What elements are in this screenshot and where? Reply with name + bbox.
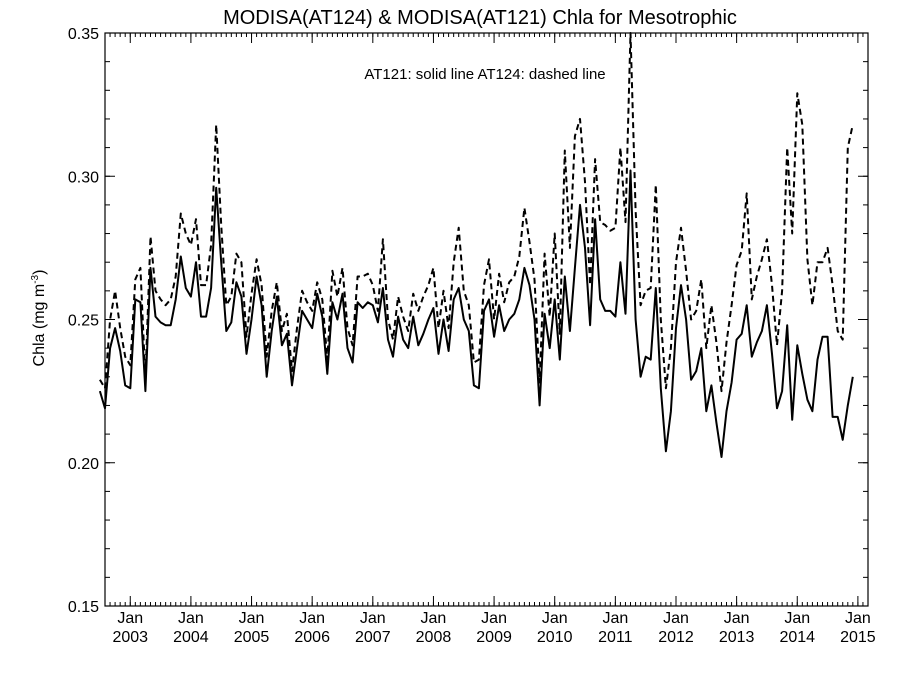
x-tick-month-label: Jan — [299, 610, 325, 627]
series-line-at121 — [98, 169, 854, 458]
x-tick-year-label: 2003 — [112, 629, 148, 646]
x-tick-month-label: Jan — [784, 610, 810, 627]
series-layer — [98, 32, 854, 458]
y-axis-label-sup: -3 — [30, 274, 41, 283]
x-tick-year-label: 2015 — [840, 629, 876, 646]
y-tick-label: 0.20 — [68, 456, 99, 473]
x-tick-month-label: Jan — [663, 610, 689, 627]
x-tick-month-label: Jan — [542, 610, 568, 627]
series-line-at124 — [99, 32, 854, 393]
y-axis-label-close: ) — [31, 270, 48, 275]
x-tick-year-label: 2009 — [476, 629, 512, 646]
x-tick-month-label: Jan — [724, 610, 750, 627]
chart-title: MODISA(AT124) & MODISA(AT121) Chla for M… — [223, 7, 737, 29]
y-axis-label-main: Chla (mg m — [31, 284, 48, 367]
x-tick-year-label: 2008 — [416, 629, 452, 646]
x-tick-year-label: 2005 — [234, 629, 270, 646]
y-tick-label: 0.35 — [68, 26, 99, 43]
x-tick-year-label: 2012 — [658, 629, 694, 646]
x-tick-month-label: Jan — [178, 610, 204, 627]
axes: 0.15 0.20 0.25 0.30 0.35 Jan 2003 Jan 2004 Jan 200… — [68, 26, 876, 646]
y-axis-label: Chla (mg m-3) — [30, 270, 48, 367]
legend-text: AT121: solid line AT124: dashed line — [364, 66, 605, 83]
x-tick-month-label: Jan — [117, 610, 143, 627]
x-tick-year-label: 2011 — [598, 629, 633, 646]
x-tick-year-label: 2014 — [779, 629, 815, 646]
x-tick-month-label: Jan — [481, 610, 507, 627]
x-tick-month-label: Jan — [602, 610, 628, 627]
x-tick-year-label: 2004 — [173, 629, 209, 646]
plot-frame — [104, 32, 869, 607]
x-tick-year-label: 2007 — [355, 629, 391, 646]
y-tick-label: 0.25 — [68, 313, 99, 330]
x-tick-month-label: Jan — [239, 610, 265, 627]
x-tick-year-label: 2013 — [719, 629, 755, 646]
x-tick-month-label: Jan — [421, 610, 447, 627]
y-tick-label: 0.15 — [68, 599, 99, 616]
x-tick-year-label: 2010 — [537, 629, 573, 646]
x-tick-month-label: Jan — [360, 610, 386, 627]
x-tick-month-label: Jan — [845, 610, 871, 627]
y-tick-label: 0.30 — [68, 169, 99, 186]
x-tick-year-label: 2006 — [294, 629, 330, 646]
